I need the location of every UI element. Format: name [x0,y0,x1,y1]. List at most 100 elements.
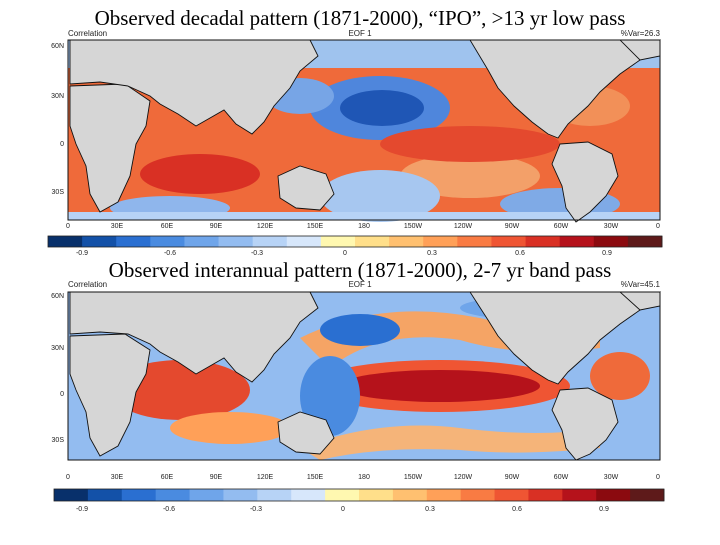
colorbar-segment [559,236,595,247]
colorbar-ticks: -0.9 -0.6 -0.3 0 0.3 0.6 0.9 [76,506,609,513]
colorbar-segment [389,236,424,247]
colorbar-segment [218,236,254,247]
panel-label-eof: EOF 1 [348,29,372,38]
lon-tick-label: 120E [257,474,274,481]
latitude-axis: 60N 30N 0 30S [51,293,64,444]
colorbar-segment [54,489,89,501]
landmass-south-america [551,387,619,461]
lat-tick-label: 30S [52,189,65,196]
panel-label-variance: %Var=26.3 [621,29,661,38]
colorbar-segment [121,489,157,501]
colorbar-segment [155,489,190,501]
colorbar-segment [426,489,462,501]
landmass-north-america [469,291,662,385]
colorbar-segment [627,236,663,247]
landmass-africa [69,83,151,213]
colorbar-ticks: -0.9 -0.6 -0.3 0 0.3 0.6 0.9 [76,250,612,257]
lon-tick-label: 30E [111,474,124,481]
colorbar-tick-label: -0.3 [250,506,262,513]
landmass-africa [69,333,151,457]
colorbar-segment [291,489,326,501]
landmass-australia [277,165,335,211]
colorbar-frame [47,235,663,248]
lon-tick-label: 150W [404,474,423,481]
longitude-axis: 0 30E 60E 90E 120E 150E 180 150W 120W 90… [66,223,660,230]
landmass-south-america [551,141,619,223]
colorbar-tick-label: 0.6 [515,250,525,257]
lon-tick-label: 60W [554,223,569,230]
colorbar-tick-label: 0.9 [602,250,612,257]
colorbar-segment [257,489,292,501]
colorbar-tick-label: -0.6 [163,506,175,513]
colorbar-segment [392,489,428,501]
map-figure-decadal: Correlation EOF 1 %Var=26.3 60N 30N 0 30… [47,29,663,257]
lon-tick-label: 0 [66,474,70,481]
lat-tick-label: 30S [52,437,65,444]
colorbar-segment [355,236,390,247]
lon-tick-label: 180 [358,474,370,481]
colorbar-segment [460,489,495,501]
lon-tick-label: 0 [656,223,660,230]
colorbar-segment [562,489,597,501]
colorbar-tick-label: 0 [343,250,347,257]
lon-tick-label: 60E [161,474,174,481]
colorbar-segment [359,489,394,501]
colorbar-tick-label: -0.9 [76,506,88,513]
colorbar-segment [494,489,529,501]
colorbar-segment [82,236,117,247]
colorbar-segment [320,236,356,247]
latitude-axis: 60N 30N 0 30S [51,43,64,196]
lat-tick-label: 30N [51,93,64,100]
colorbar-tick-label: 0.3 [425,506,435,513]
panel-label-correlation: Correlation [68,280,107,289]
colorbar-tick-label: -0.9 [76,250,88,257]
lon-tick-label: 90E [210,474,223,481]
continent-land [69,39,662,223]
landmass-north-america [469,39,662,139]
slide-title-decadal: Observed decadal pattern (1871-2000), “I… [94,6,626,30]
map-panel-decadal: Correlation EOF 1 %Var=26.3 60N 30N 0 30… [0,26,720,266]
panel-label-correlation: Correlation [68,29,107,38]
colorbar-segment [457,236,492,247]
longitude-axis: 0 30E 60E 90E 120E 150E 180 150W 120W 90… [66,474,660,481]
lon-tick-label: 90W [505,223,520,230]
slide-title-interannual: Observed interannual pattern (1871-2000)… [108,258,612,282]
colorbar-segment [423,236,458,247]
lon-tick-label: 0 [66,223,70,230]
map-frame [67,291,661,461]
colorbar-segment [528,489,563,501]
landmass-australia [277,411,335,455]
colorbar-segment [491,236,526,247]
panel-label-eof: EOF 1 [348,280,372,289]
colorbar-tick-label: 0.9 [599,506,609,513]
colorbar-segment [87,489,123,501]
colorbar [53,488,665,502]
lon-tick-label: 90E [210,223,223,230]
colorbar-segment [189,489,224,501]
lon-tick-label: 150W [404,223,423,230]
colorbar [47,235,663,248]
lon-tick-label: 60W [554,474,569,481]
colorbar-tick-label: 0.6 [512,506,522,513]
lon-tick-label: 120W [454,474,473,481]
lon-tick-label: 180 [358,223,370,230]
lat-tick-label: 0 [60,141,64,148]
continent-land [69,291,662,461]
lat-tick-label: 0 [60,391,64,398]
lon-tick-label: 120W [454,223,473,230]
colorbar-tick-label: 0.3 [427,250,437,257]
colorbar-segment [48,236,83,247]
lon-tick-label: 150E [307,223,324,230]
colorbar-tick-label: -0.3 [251,250,263,257]
lon-tick-label: 60E [161,223,174,230]
colorbar-tick-label: 0 [341,506,345,513]
lon-tick-label: 90W [505,474,520,481]
colorbar-segment [593,236,629,247]
landmass-eurasia [69,39,319,135]
colorbar-segment [596,489,631,501]
lon-tick-label: 30E [111,223,124,230]
colorbar-segment [525,236,561,247]
lon-tick-label: 120E [257,223,274,230]
colorbar-segment [325,489,360,501]
colorbar-segment [286,236,322,247]
